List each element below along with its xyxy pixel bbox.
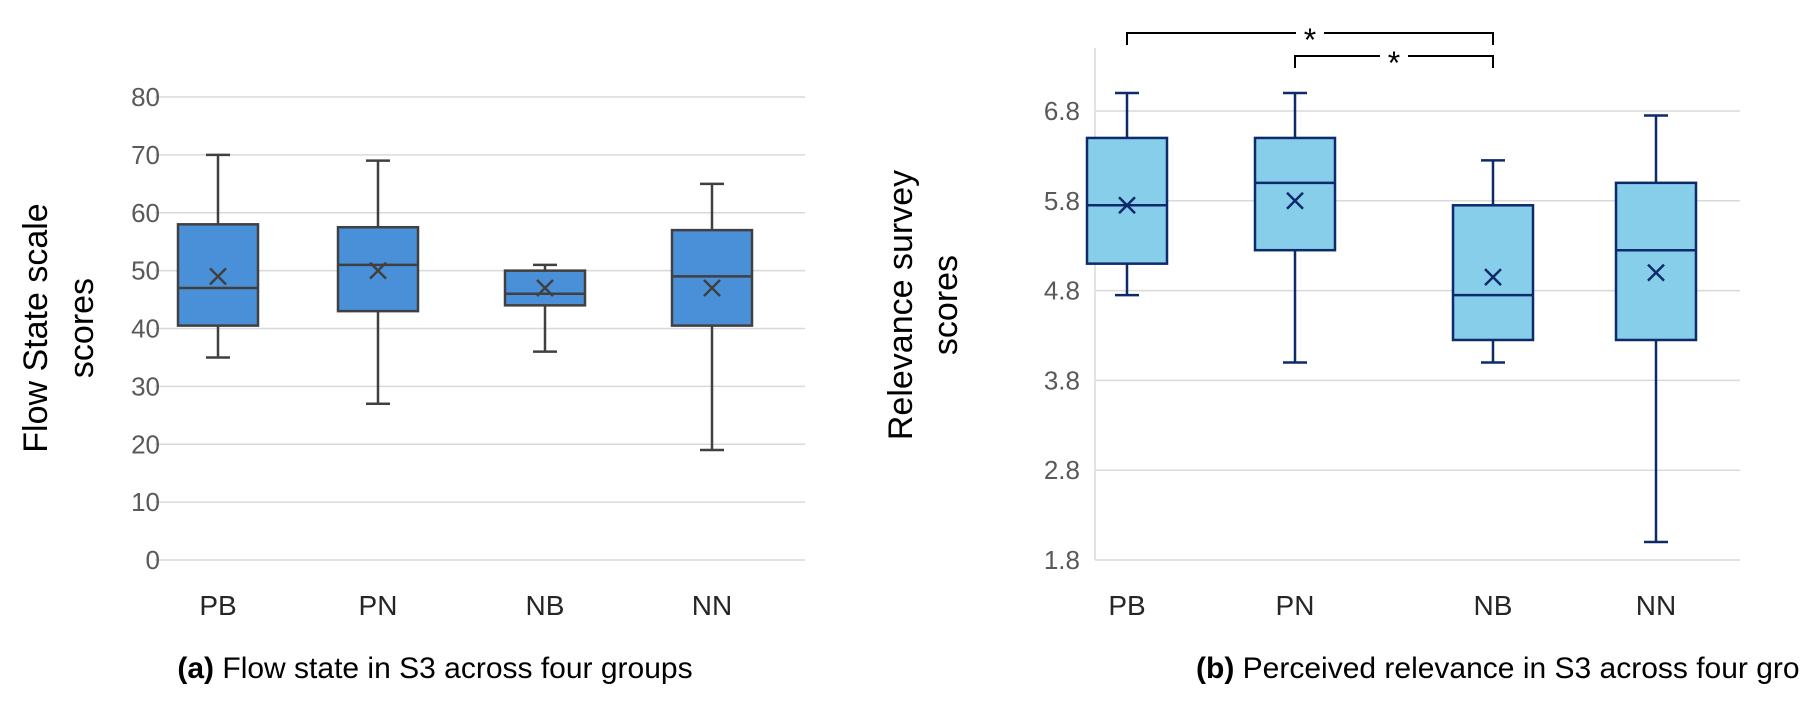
- y-tick-label: 60: [131, 198, 160, 228]
- mean-marker: [209, 267, 227, 286]
- iqr-box: [670, 228, 754, 327]
- box-NB: [503, 263, 587, 353]
- box-NB: [1451, 159, 1535, 364]
- y-tick-label: 10: [131, 487, 160, 517]
- caption-label: (a): [177, 652, 214, 685]
- y-tick-label: 0: [146, 545, 160, 575]
- box-PB: [1085, 91, 1169, 297]
- caption-text: Perceived relevance in S3 across four gr…: [1234, 652, 1801, 685]
- y-tick-label: 6.8: [1044, 96, 1080, 126]
- mean-marker: [1484, 268, 1502, 287]
- y-tick-label: 1.8: [1044, 545, 1080, 575]
- x-category-label: NN: [692, 590, 732, 621]
- y-tick-label: 50: [131, 256, 160, 286]
- y-axis-label: scores: [927, 255, 965, 355]
- box-PN: [336, 159, 420, 405]
- box-NN: [1614, 114, 1698, 544]
- iqr-box: [1614, 181, 1698, 342]
- y-tick-label: 3.8: [1044, 365, 1080, 395]
- box-PN: [1253, 91, 1337, 364]
- significance-label: *: [1388, 45, 1400, 81]
- y-axis-label: scores: [63, 278, 101, 378]
- y-axis-label: Relevance survey: [882, 170, 920, 440]
- caption-label: (b): [1196, 652, 1234, 685]
- x-category-label: NB: [1474, 590, 1513, 621]
- mean-marker: [1647, 263, 1665, 282]
- y-tick-label: 5.8: [1044, 186, 1080, 216]
- significance-bracket: *: [1126, 22, 1494, 58]
- chart-b: 1.8 2.8 3.8 4.8 5.8 6.8 Relevance survey scores…: [882, 22, 1801, 685]
- y-tick-label: 20: [131, 429, 160, 459]
- significance-bracket: *: [1294, 45, 1494, 81]
- figure-caption: (b) Perceived relevance in S3 across fou…: [1196, 652, 1801, 685]
- x-category-label: PN: [359, 590, 398, 621]
- iqr-box: [1253, 136, 1337, 252]
- mean-marker: [1118, 196, 1136, 215]
- x-category-label: PB: [199, 590, 236, 621]
- chart-a: 0 10 20 30 40 50 60 70 80 Flow State scale scores P…: [17, 82, 805, 685]
- bracket-line: [1126, 32, 1494, 45]
- bracket-line: [1294, 55, 1494, 68]
- y-tick-label: 2.8: [1044, 455, 1080, 485]
- x-category-label: NB: [526, 590, 565, 621]
- iqr-box: [1451, 204, 1535, 342]
- box-NN: [670, 182, 754, 452]
- caption-text: Flow state in S3 across four groups: [214, 652, 693, 685]
- mean-marker: [536, 279, 554, 297]
- iqr-box: [1085, 136, 1169, 265]
- y-tick-label: 4.8: [1044, 276, 1080, 306]
- y-tick-label: 30: [131, 371, 160, 401]
- y-tick-label: 40: [131, 314, 160, 344]
- mean-marker: [703, 279, 721, 297]
- x-category-label: PB: [1108, 590, 1145, 621]
- y-axis-label: Flow State scale: [17, 203, 55, 452]
- box-PB: [176, 153, 260, 359]
- significance-label: *: [1304, 22, 1316, 58]
- y-tick-label: 70: [131, 140, 160, 170]
- figure-caption: (a) Flow state in S3 across four groups: [177, 652, 692, 685]
- x-category-label: PN: [1276, 590, 1315, 621]
- x-category-label: NN: [1636, 590, 1676, 621]
- y-tick-label: 80: [131, 82, 160, 112]
- mean-marker: [369, 261, 387, 280]
- mean-marker: [1286, 191, 1304, 210]
